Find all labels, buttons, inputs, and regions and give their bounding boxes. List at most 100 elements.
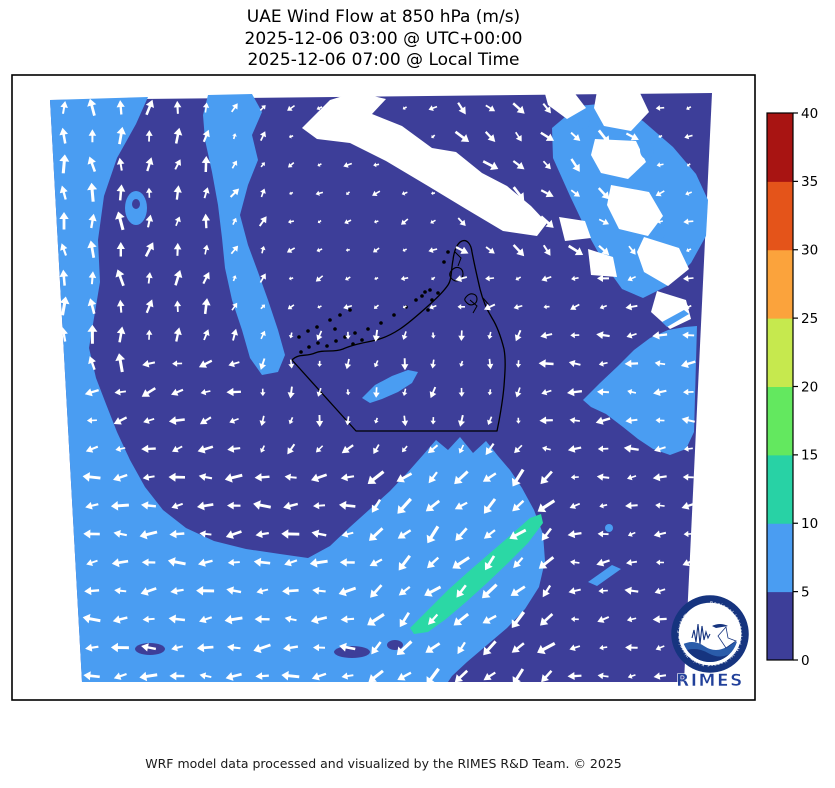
wind-arrow <box>171 388 184 396</box>
terrain-mask <box>637 237 689 286</box>
wind-arrow <box>339 642 356 652</box>
wind-arrow <box>113 672 127 680</box>
wind-arrow <box>683 388 694 396</box>
wind-arrow <box>139 671 158 682</box>
wind-arrow <box>88 213 97 229</box>
wind-arrow <box>398 554 411 571</box>
wind-arrow <box>656 162 664 168</box>
wind-arrow <box>569 417 580 424</box>
wind-arrow <box>115 211 125 231</box>
terrain-mask <box>591 139 646 179</box>
wind-arrow <box>116 326 126 343</box>
colorbar-tick-label: 25 <box>801 311 818 327</box>
wind-arrow <box>259 273 266 283</box>
title-line-2: 2025-12-06 03:00 @ UTC+00:00 <box>244 28 523 49</box>
wind-arrow <box>401 331 408 340</box>
wind-arrow <box>88 356 96 371</box>
colorbar-bin <box>767 249 793 319</box>
wind-arrow <box>683 445 693 452</box>
wind-arrow <box>654 360 666 367</box>
wind-arrow <box>568 360 581 367</box>
wind-arrow <box>681 502 696 510</box>
wind-arrow <box>511 611 526 628</box>
wind-arrow <box>85 502 99 510</box>
wind-arrow <box>373 387 380 398</box>
wind-arrow <box>658 134 663 139</box>
wind-arrow <box>59 296 70 316</box>
wind-arrow <box>115 445 126 452</box>
island-dot <box>360 338 364 342</box>
colorbar-tick-label: 35 <box>801 174 818 190</box>
wind-arrow <box>282 586 299 596</box>
terrain-mask <box>607 185 663 236</box>
wind-arrow <box>402 248 407 252</box>
wind-arrow <box>231 160 238 169</box>
wind-arrow <box>454 130 470 142</box>
wind-arrow <box>317 305 322 309</box>
wind-arrow <box>373 360 379 368</box>
island-dot <box>351 342 355 346</box>
wind-arrow <box>397 529 412 539</box>
wind-arrow <box>540 470 553 485</box>
terrain-mask <box>559 217 591 241</box>
wind-arrow <box>345 248 350 252</box>
uae-terrain-line <box>482 297 490 306</box>
wind-arrow <box>430 219 436 224</box>
wind-arrow <box>681 416 695 424</box>
wind-arrow <box>198 558 213 567</box>
wind-arrow <box>201 298 211 315</box>
wind-arrow <box>684 133 693 140</box>
wind-arrow <box>399 612 410 628</box>
wind-arrow <box>173 100 182 114</box>
wind-arrow <box>430 359 437 369</box>
wind-arrow <box>141 643 157 652</box>
wind-arrow <box>455 275 468 282</box>
wind-arrow <box>231 302 238 311</box>
wind-arrow <box>339 558 355 567</box>
terrain-mask <box>594 91 649 131</box>
island-dot <box>315 325 319 329</box>
wind-arrow <box>542 244 551 256</box>
wind-arrow <box>232 275 237 282</box>
wind-arrow <box>145 272 153 284</box>
wind-arrow <box>682 473 694 481</box>
wind-arrow <box>85 445 99 453</box>
colorbar-tick-label: 15 <box>801 448 818 464</box>
wind-arrow <box>567 388 582 397</box>
wind-arrow <box>599 503 608 509</box>
wind-arrow <box>145 130 153 142</box>
wind-arrow <box>483 529 496 539</box>
wind-arrow <box>396 640 413 656</box>
wind-arrow <box>597 616 610 623</box>
wind-arrow <box>281 670 300 681</box>
wind-arrow <box>142 473 155 481</box>
wind-arrow <box>59 154 70 174</box>
wind-arrow <box>652 615 667 624</box>
wind-arrow <box>227 445 241 453</box>
wind-arrow <box>402 445 408 453</box>
wind-arrow <box>317 360 322 367</box>
wind-arrow <box>429 304 437 310</box>
wind-arrow <box>486 358 494 370</box>
wind-arrow <box>59 269 69 286</box>
colorbar-tick-label: 30 <box>801 243 818 259</box>
wind-arrow <box>686 106 692 111</box>
wind-arrow <box>627 673 636 679</box>
rimes-logo-wordmark: RIMES <box>676 671 744 691</box>
wind-arrow <box>655 502 665 509</box>
wind-arrow <box>598 245 610 256</box>
island-dot <box>353 331 357 335</box>
wind-arrow <box>687 163 691 167</box>
island-dot <box>348 308 352 312</box>
wind-arrow <box>538 359 554 368</box>
wind-arrow <box>511 468 525 487</box>
wind-arrow <box>84 388 99 397</box>
wind-arrow <box>424 585 442 597</box>
wind-arrow <box>256 587 269 595</box>
wind-arrow <box>145 299 154 314</box>
wind-arrow <box>227 501 241 510</box>
wind-arrow <box>374 219 379 224</box>
wind-arrow <box>512 244 525 257</box>
map-layers <box>50 90 712 685</box>
wind-arrow <box>281 529 300 539</box>
